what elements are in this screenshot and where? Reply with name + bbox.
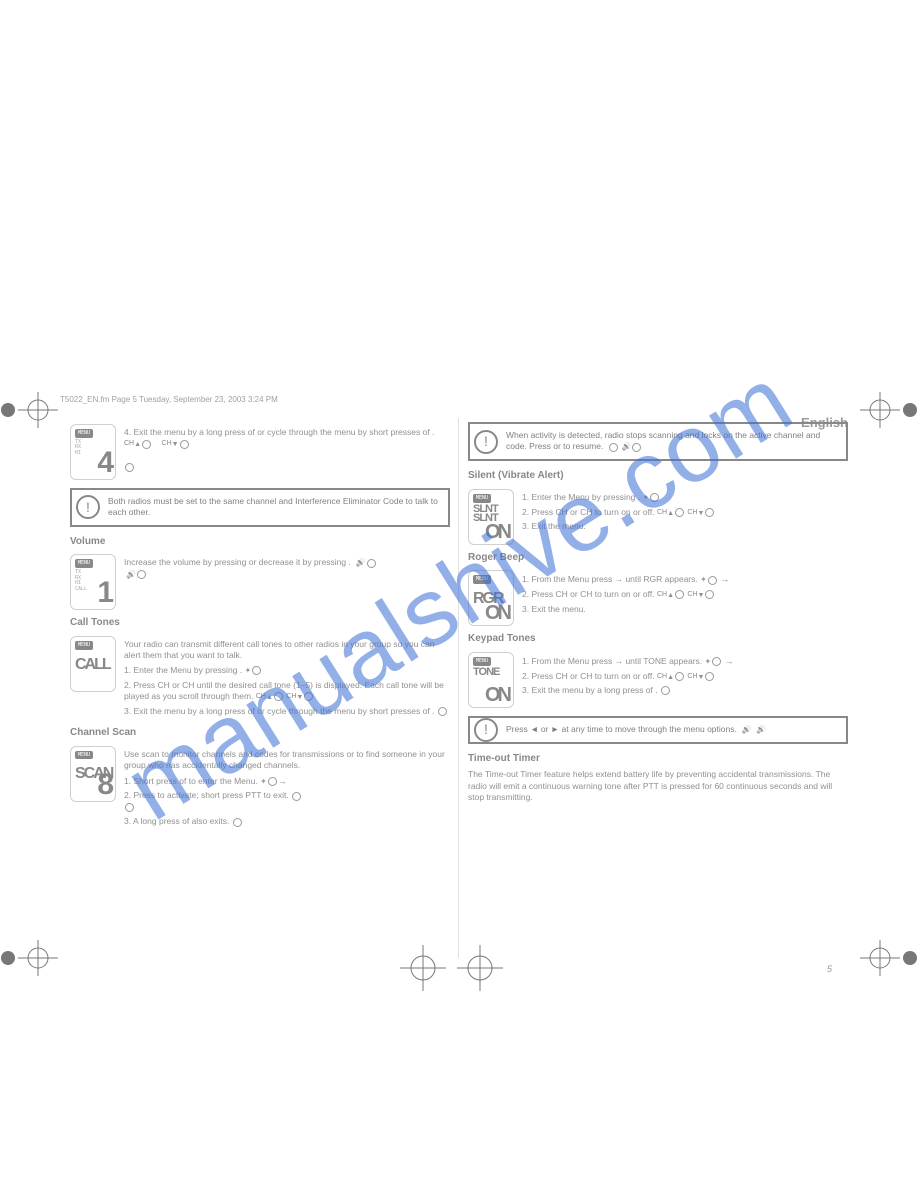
crop-mark-icon	[858, 928, 918, 988]
note-icon: !	[474, 718, 498, 742]
lcd-volume: MENU TX RX HI CALL 1	[70, 554, 116, 610]
title-timeout: Time-out Timer	[468, 752, 848, 766]
row-roger: MENU RGR ON 1. From the Menu press → unt…	[468, 570, 848, 626]
crop-mark-icon	[398, 943, 448, 993]
crop-mark-icon	[0, 380, 60, 440]
lcd-channel-4: MENU TX RX HI 4	[70, 424, 116, 480]
volume-text: Increase the volume by pressing or decre…	[124, 557, 377, 581]
lcd-silent: MENU SLNT SLNT ON	[468, 489, 514, 545]
title-call-tones: Call Tones	[70, 616, 450, 630]
title-volume: Volume	[70, 535, 450, 549]
note-scan-activity: ! When activity is detected, radio stops…	[468, 422, 848, 461]
crop-mark-icon	[455, 943, 505, 993]
lcd-call: MENU CALL	[70, 636, 116, 692]
roger-text: 1. From the Menu press → until RGR appea…	[522, 570, 729, 618]
title-keypad: Keypad Tones	[468, 632, 848, 646]
timeout-text: The Time-out Timer feature helps extend …	[468, 769, 848, 803]
note-text: Both radios must be set to the same chan…	[108, 496, 438, 517]
row-scan: MENU SCAN 8 Use scan to monitor channels…	[70, 746, 450, 831]
row-keypad: MENU TONE ON 1. From the Menu press → un…	[468, 652, 848, 708]
note-icon: !	[76, 495, 100, 519]
page-header: T5022_EN.fm Page 5 Tuesday, September 23…	[60, 395, 858, 404]
crop-mark-icon	[0, 928, 60, 988]
title-roger: Roger Beep	[468, 551, 848, 565]
row-silent: MENU SLNT SLNT ON 1. Enter the Menu by p…	[468, 489, 848, 545]
page-number: 5	[827, 964, 832, 974]
crop-mark-icon	[858, 380, 918, 440]
lcd-roger: MENU RGR ON	[468, 570, 514, 626]
note-same-channel: ! Both radios must be set to the same ch…	[70, 488, 450, 527]
lcd-keypad: MENU TONE ON	[468, 652, 514, 708]
row-channel-step: MENU TX RX HI 4 4. Exit the menu by a lo…	[70, 424, 450, 480]
scan-text: Use scan to monitor channels and codes f…	[124, 746, 450, 831]
keypad-text: 1. From the Menu press → until TONE appe…	[522, 652, 734, 700]
lcd-scan: MENU SCAN 8	[70, 746, 116, 802]
row-call: MENU CALL Your radio can transmit differ…	[70, 636, 450, 720]
note-bottom-text: Press ◄ or ► at any time to move through…	[506, 724, 737, 734]
title-silent: Silent (Vibrate Alert)	[468, 469, 848, 483]
right-column: English ! When activity is detected, rad…	[468, 418, 848, 958]
row-volume: MENU TX RX HI CALL 1 Increase the volume…	[70, 554, 450, 610]
note-keypad: ! Press ◄ or ► at any time to move throu…	[468, 716, 848, 744]
left-column: MENU TX RX HI 4 4. Exit the menu by a lo…	[70, 418, 450, 958]
note-icon: !	[474, 430, 498, 454]
header-left: T5022_EN.fm Page 5 Tuesday, September 23…	[60, 395, 278, 404]
note-top-text: When activity is detected, radio stops s…	[506, 430, 820, 451]
channel-step-text: 4. Exit the menu by a long press of or c…	[124, 427, 434, 473]
page-content: MENU TX RX HI 4 4. Exit the menu by a lo…	[70, 418, 848, 958]
call-text: Your radio can transmit different call t…	[124, 636, 450, 720]
silent-text: 1. Enter the Menu by pressing . 2. Press…	[522, 489, 715, 536]
title-scan: Channel Scan	[70, 726, 450, 740]
